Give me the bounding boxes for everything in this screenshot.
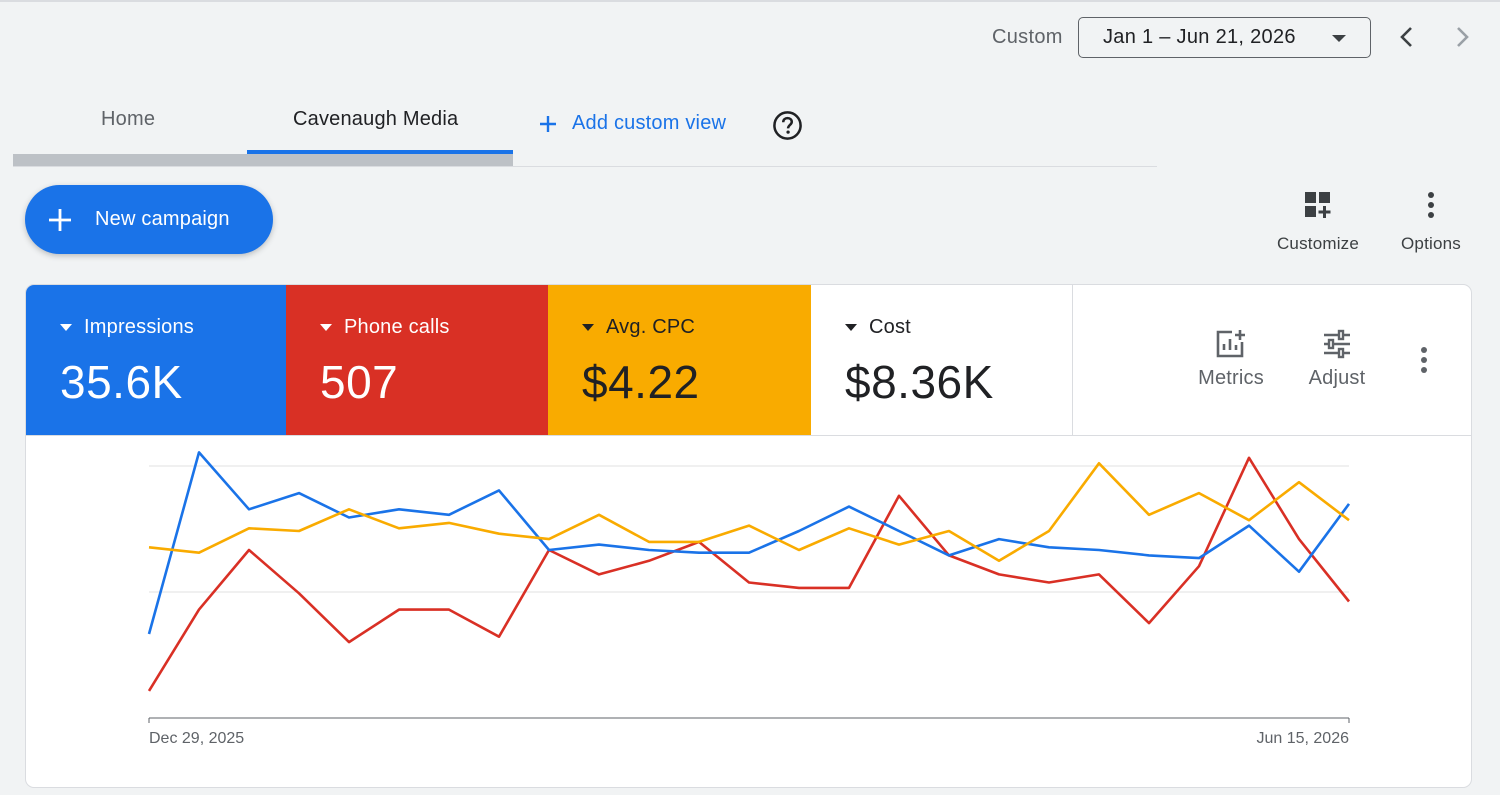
next-period-icon[interactable] (1447, 22, 1477, 52)
scorecard-name: Cost (869, 316, 911, 338)
metrics-label: Metrics (1198, 367, 1264, 389)
new-campaign-label: New campaign (95, 208, 230, 230)
add-custom-view-label: Add custom view (572, 112, 727, 134)
tab-bar-divider (13, 166, 1157, 167)
scorecard-value: $8.36K (845, 356, 994, 408)
dropdown-arrow-icon (845, 324, 857, 331)
adjust-button[interactable]: Adjust (1304, 329, 1370, 390)
scorecard-name: Avg. CPC (606, 316, 696, 338)
tab-home[interactable]: Home (101, 108, 156, 130)
plus-icon (540, 115, 556, 132)
scorecard-value: 507 (320, 356, 399, 408)
dropdown-arrow-icon (582, 324, 594, 331)
customize-label: Customize (1276, 234, 1360, 253)
options-label: Options (1401, 234, 1461, 253)
scorecard-title: Phone calls (320, 316, 450, 339)
help-icon[interactable] (772, 110, 803, 141)
scorecard-name: Impressions (84, 316, 195, 338)
active-tab-indicator (247, 150, 513, 154)
scorecard-value: 35.6K (60, 356, 183, 408)
scorecard-title: Avg. CPC (582, 316, 695, 339)
scorecard-title: Cost (845, 316, 911, 339)
performance-line-chart: Dec 29, 2025 Jun 15, 2026 (147, 451, 1351, 747)
previous-period-icon[interactable] (1392, 22, 1422, 52)
scorecard-cost[interactable]: Cost $8.36K (811, 285, 1073, 436)
tab-bar-track (13, 154, 513, 166)
add-custom-view-button[interactable]: Add custom view (538, 112, 726, 135)
dropdown-arrow-icon (320, 324, 332, 331)
top-divider (0, 0, 1500, 2)
more-vert-icon (1428, 192, 1434, 218)
date-range-type-label: Custom (992, 26, 1063, 48)
new-campaign-button[interactable]: New campaign (25, 185, 273, 254)
metrics-button[interactable]: Metrics (1193, 329, 1269, 390)
scorecard-title: Impressions (60, 316, 194, 339)
scorecard-impressions[interactable]: Impressions 35.6K (26, 285, 286, 436)
add-chart-icon (1216, 330, 1245, 358)
add-widget-icon (1305, 192, 1331, 218)
series-line-2 (148, 462, 1350, 563)
series-line-0 (147, 451, 1351, 635)
scorecard-divider (26, 435, 1471, 436)
more-vert-icon[interactable] (1414, 345, 1434, 375)
scorecard-value: $4.22 (582, 356, 700, 408)
series-line-1 (147, 456, 1351, 692)
options-button[interactable]: Options (1395, 190, 1467, 254)
scorecard-name: Phone calls (344, 316, 450, 338)
scorecard-avg-cpc[interactable]: Avg. CPC $4.22 (548, 285, 811, 436)
performance-card: Impressions 35.6K Phone calls 507 Avg. C… (25, 284, 1472, 788)
date-range-dropdown[interactable]: Jan 1 – Jun 21, 2026 (1078, 17, 1371, 58)
plus-icon (49, 208, 71, 231)
tune-icon (1324, 329, 1350, 359)
x-axis-label-end: Jun 15, 2026 (1256, 730, 1349, 747)
x-axis-label-start: Dec 29, 2025 (149, 730, 244, 747)
customize-button[interactable]: Customize (1272, 190, 1364, 254)
dropdown-caret-icon (1332, 35, 1346, 42)
scorecard-phone-calls[interactable]: Phone calls 507 (286, 285, 548, 436)
adjust-label: Adjust (1308, 367, 1366, 389)
dropdown-arrow-icon (60, 324, 72, 331)
date-range-value: Jan 1 – Jun 21, 2026 (1103, 26, 1296, 48)
tab-cavenaugh-media[interactable]: Cavenaugh Media (293, 108, 459, 130)
